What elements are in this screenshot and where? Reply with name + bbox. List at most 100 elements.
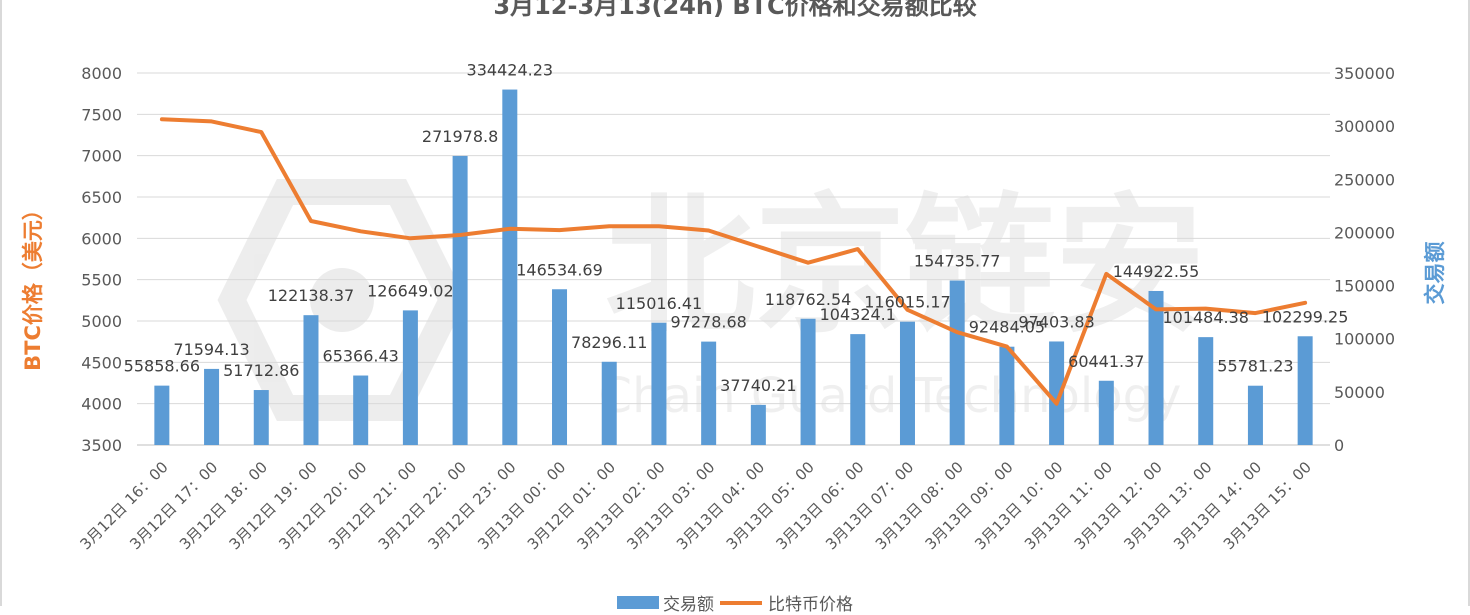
y-left-tick-label: 4000 <box>81 395 122 414</box>
y-axis-right-title: 交易额 <box>1419 242 1449 305</box>
bar-data-label: 154735.77 <box>914 252 1001 271</box>
y-left-tick-label: 5500 <box>81 271 122 290</box>
bar-data-label: 101484.38 <box>1162 308 1249 327</box>
watermark-text-en: Chain Guard Technology <box>599 368 1182 424</box>
x-tick-label: 3月13日 05：00 <box>723 458 818 553</box>
y-axis-right: 350000 300000 250000 200000 150000 100000 5000… <box>1334 64 1395 455</box>
bar-data-label: 60441.37 <box>1068 352 1144 371</box>
bar <box>751 405 766 445</box>
x-tick-label: 3月12日 19：00 <box>226 458 321 553</box>
bar-data-label: 97403.83 <box>1018 312 1094 331</box>
y-right-tick-label: 0 <box>1334 436 1344 455</box>
legend-label-price: 比特币价格 <box>768 590 853 615</box>
bar <box>1298 336 1313 445</box>
y-right-tick-label: 350000 <box>1334 64 1395 83</box>
x-tick-label: 3月12日 18：00 <box>176 458 271 553</box>
x-tick-label: 3月12日 22：00 <box>375 458 470 553</box>
x-tick-label: 3月12日 21：00 <box>325 458 420 553</box>
legend-swatch-line <box>720 601 762 605</box>
bar <box>999 347 1014 445</box>
bar-data-label: 271978.8 <box>422 127 498 146</box>
y-axis-left: 8000 7500 7000 6500 6000 5500 5000 4500 4000 3500 <box>81 64 122 455</box>
y-left-tick-label: 8000 <box>81 64 122 83</box>
y-left-tick-label: 7000 <box>81 147 122 166</box>
x-tick-label: 3月12日 17：00 <box>126 458 221 553</box>
bar-data-label: 102299.25 <box>1262 307 1349 326</box>
bar <box>552 289 567 445</box>
bar <box>1198 337 1213 445</box>
legend-label-volume: 交易额 <box>663 590 714 615</box>
x-tick-label: 3月13日 00：00 <box>474 458 569 553</box>
bar <box>1099 381 1114 445</box>
x-tick-label: 3月12日 20：00 <box>275 458 370 553</box>
bar-data-label: 71594.13 <box>173 340 249 359</box>
bar <box>701 342 716 445</box>
y-left-tick-label: 5000 <box>81 312 122 331</box>
bar-data-label: 78296.11 <box>571 333 647 352</box>
x-tick-label: 3月13日 13：00 <box>1120 458 1215 553</box>
x-tick-label: 3月12日 01：00 <box>524 458 619 553</box>
x-tick-label: 3月13日 06：00 <box>772 458 867 553</box>
x-tick-label: 3月13日 07：00 <box>822 458 917 553</box>
bar-data-label: 122138.37 <box>268 286 355 305</box>
legend-item-price: 比特币价格 <box>720 590 853 615</box>
x-tick-label: 3月13日 10：00 <box>971 458 1066 553</box>
y-right-tick-label: 250000 <box>1334 170 1395 189</box>
bar <box>950 281 965 445</box>
bar-data-label: 97278.68 <box>670 313 746 332</box>
bar <box>204 369 219 445</box>
y-left-tick-label: 7500 <box>81 105 122 124</box>
y-left-tick-label: 3500 <box>81 436 122 455</box>
bar-data-label: 146534.69 <box>516 260 603 279</box>
bar-data-label: 51712.86 <box>223 361 299 380</box>
bar <box>1248 386 1263 445</box>
bar-data-label: 55781.23 <box>1217 357 1293 376</box>
bar <box>154 386 169 445</box>
legend: 交易额 比特币价格 <box>0 590 1470 615</box>
bar <box>850 334 865 445</box>
y-right-tick-label: 300000 <box>1334 117 1395 136</box>
x-tick-label: 3月13日 09：00 <box>922 458 1017 553</box>
bar-data-label: 55858.66 <box>124 357 200 376</box>
bar-data-label: 144922.55 <box>1113 262 1200 281</box>
bar <box>453 156 468 445</box>
bar-data-label: 334424.23 <box>467 61 554 80</box>
y-right-tick-label: 100000 <box>1334 330 1395 349</box>
bar-data-label: 65366.43 <box>323 347 399 366</box>
y-left-tick-label: 6500 <box>81 188 122 207</box>
bar-data-label: 116015.17 <box>864 293 951 312</box>
bar <box>353 376 368 445</box>
y-axis-left-title: BTC价格（美元） <box>17 199 47 371</box>
x-tick-label: 3月13日 02：00 <box>574 458 669 553</box>
x-tick-label: 3月13日 04：00 <box>673 458 768 553</box>
bar <box>801 319 816 445</box>
legend-swatch-bar <box>617 596 659 609</box>
x-tick-label: 3月13日 03：00 <box>623 458 718 553</box>
x-tick-label: 3月13日 14：00 <box>1170 458 1265 553</box>
x-tick-label: 3月13日 08：00 <box>872 458 967 553</box>
bar <box>254 390 269 445</box>
bar <box>502 90 517 445</box>
bar-data-label: 115016.41 <box>616 294 703 313</box>
x-tick-label: 3月13日 11：00 <box>1021 458 1116 553</box>
x-tick-label: 3月12日 16：00 <box>77 458 172 553</box>
legend-item-volume: 交易额 <box>617 590 714 615</box>
y-right-tick-label: 200000 <box>1334 223 1395 242</box>
y-left-tick-label: 6000 <box>81 229 122 248</box>
bar <box>602 362 617 445</box>
y-right-tick-label: 50000 <box>1334 383 1385 402</box>
x-tick-label: 3月12日 23：00 <box>424 458 519 553</box>
bar <box>900 322 915 445</box>
bar-data-label: 126649.02 <box>367 281 454 300</box>
bar <box>651 323 666 445</box>
x-tick-label: 3月13日 15：00 <box>1220 458 1315 553</box>
y-right-tick-label: 150000 <box>1334 277 1395 296</box>
bar <box>1149 291 1164 445</box>
bar <box>303 315 318 445</box>
bar-data-label: 37740.21 <box>720 376 796 395</box>
x-tick-label: 3月13日 12：00 <box>1071 458 1166 553</box>
y-left-tick-label: 4500 <box>81 353 122 372</box>
